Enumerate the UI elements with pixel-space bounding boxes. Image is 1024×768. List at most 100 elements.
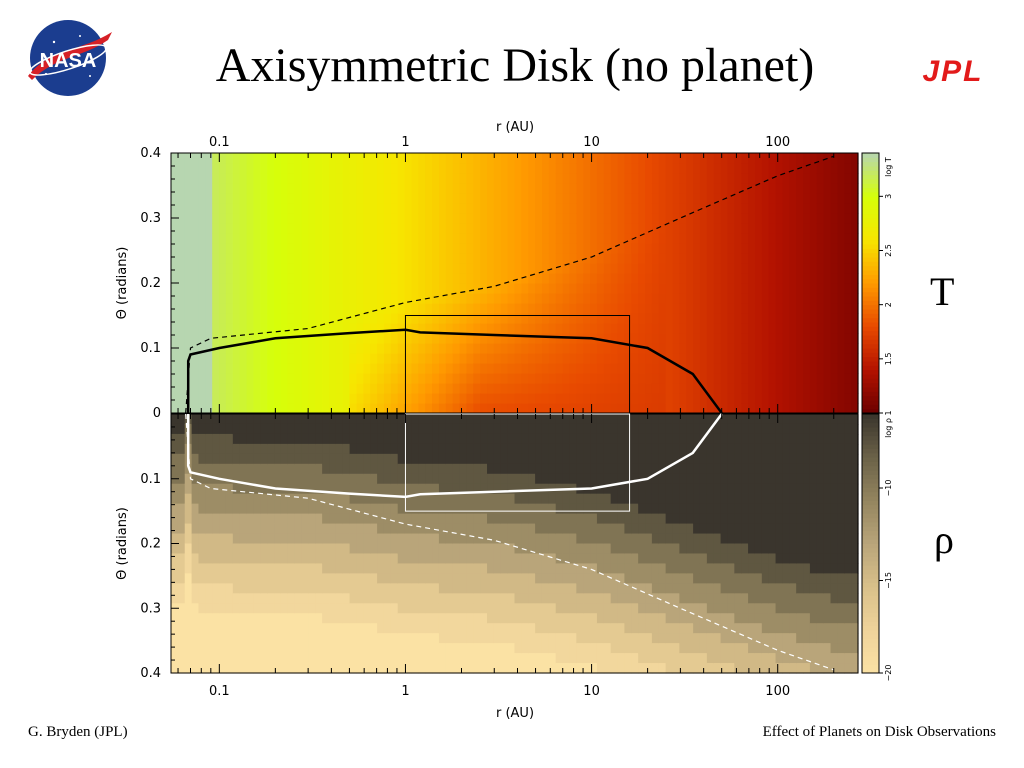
temperature-heatmap-cell xyxy=(754,303,763,314)
density-heatmap-cell xyxy=(432,533,440,545)
density-heatmap-cell xyxy=(541,423,550,435)
density-heatmap-cell xyxy=(274,414,282,425)
density-heatmap-cell xyxy=(624,603,632,614)
temperature-colorbar-segment xyxy=(862,166,879,171)
density-heatmap-cell xyxy=(603,523,612,535)
density-heatmap-cell xyxy=(514,513,522,525)
density-heatmap-cell xyxy=(535,613,543,624)
temperature-heatmap-cell xyxy=(789,223,797,234)
density-heatmap-cell xyxy=(411,543,419,555)
density-heatmap-cell xyxy=(638,513,646,525)
density-heatmap-cell xyxy=(184,583,193,594)
density-heatmap-cell xyxy=(686,463,694,475)
temperature-heatmap-cell xyxy=(596,403,605,414)
temperature-heatmap-cell xyxy=(171,243,179,254)
temperature-heatmap-cell xyxy=(754,183,763,194)
temperature-heatmap-cell xyxy=(335,403,344,414)
temperature-heatmap-cell xyxy=(679,193,687,204)
temperature-heatmap-cell xyxy=(301,153,309,164)
temperature-heatmap-cell xyxy=(748,313,756,324)
temperature-heatmap-cell xyxy=(686,183,694,194)
density-heatmap-cell xyxy=(645,513,653,525)
density-heatmap-cell xyxy=(610,593,619,604)
density-heatmap-cell xyxy=(390,543,399,555)
density-heatmap-cell xyxy=(404,643,413,654)
density-heatmap-cell xyxy=(748,543,756,555)
density-heatmap-cell xyxy=(356,453,364,465)
density-heatmap-cell xyxy=(349,583,358,594)
temperature-heatmap-cell xyxy=(624,173,632,184)
density-heatmap-cell xyxy=(548,573,557,584)
temperature-heatmap-cell xyxy=(335,223,344,234)
temperature-heatmap-cell xyxy=(569,363,577,374)
temperature-heatmap-cell xyxy=(672,373,680,384)
temperature-heatmap-cell xyxy=(528,383,536,394)
temperature-heatmap-cell xyxy=(803,193,811,204)
density-heatmap-cell xyxy=(507,533,516,545)
density-heatmap-cell xyxy=(390,583,399,594)
density-heatmap-cell xyxy=(555,553,564,565)
temperature-heatmap-cell xyxy=(699,183,708,194)
temperature-heatmap-cell xyxy=(535,353,543,364)
density-heatmap-cell xyxy=(205,414,213,425)
temperature-heatmap-cell xyxy=(473,213,481,224)
density-heatmap-cell xyxy=(177,433,186,445)
density-heatmap-cell xyxy=(624,473,632,485)
density-heatmap-cell xyxy=(322,463,330,475)
temperature-heatmap-cell xyxy=(686,153,694,164)
density-heatmap-cell xyxy=(686,633,694,644)
temperature-heatmap-cell xyxy=(548,213,557,224)
temperature-heatmap-cell xyxy=(466,153,474,164)
density-heatmap-cell xyxy=(205,533,213,545)
density-heatmap-cell xyxy=(507,513,516,525)
temperature-heatmap-cell xyxy=(672,233,680,244)
temperature-heatmap-cell xyxy=(253,253,261,264)
temperature-heatmap-cell xyxy=(322,153,330,164)
density-heatmap-cell xyxy=(377,553,385,565)
density-heatmap-cell xyxy=(253,533,261,545)
temperature-heatmap-cell xyxy=(823,163,832,174)
temperature-heatmap-cell xyxy=(370,193,378,204)
density-heatmap-cell xyxy=(191,523,200,535)
density-heatmap-cell xyxy=(232,603,241,614)
temperature-colorbar-segment xyxy=(862,205,879,210)
density-heatmap-cell xyxy=(294,583,303,594)
density-heatmap-cell xyxy=(686,563,694,574)
temperature-heatmap-cell xyxy=(624,373,632,384)
density-heatmap-cell xyxy=(452,543,461,555)
temperature-heatmap-cell xyxy=(322,333,330,344)
density-heatmap-cell xyxy=(487,643,495,654)
temperature-heatmap-cell xyxy=(775,313,784,324)
temperature-heatmap-cell xyxy=(177,343,186,354)
density-heatmap-cell xyxy=(322,663,330,674)
density-heatmap-cell xyxy=(713,423,722,435)
temperature-heatmap-cell xyxy=(754,163,763,174)
density-heatmap-cell xyxy=(390,523,399,535)
density-heatmap-cell xyxy=(493,443,502,455)
density-heatmap-cell xyxy=(699,613,708,624)
density-heatmap-cell xyxy=(260,443,268,455)
temperature-heatmap-cell xyxy=(624,393,632,404)
temperature-heatmap-cell xyxy=(473,283,481,294)
temperature-heatmap-cell xyxy=(548,273,557,284)
density-heatmap-cell xyxy=(205,583,213,594)
density-heatmap-cell xyxy=(693,563,701,574)
temperature-heatmap-cell xyxy=(521,333,529,344)
density-heatmap-cell xyxy=(452,453,461,465)
density-heatmap-cell xyxy=(246,653,255,664)
temperature-heatmap-cell xyxy=(452,173,461,184)
temperature-heatmap-cell xyxy=(205,383,213,394)
density-heatmap-cell xyxy=(521,563,529,574)
density-heatmap-cell xyxy=(418,603,426,614)
temperature-heatmap-cell xyxy=(809,353,818,364)
temperature-heatmap-cell xyxy=(748,323,756,334)
temperature-heatmap-cell xyxy=(617,223,626,234)
temperature-heatmap-cell xyxy=(576,323,584,334)
density-heatmap-cell xyxy=(184,493,193,505)
temperature-heatmap-cell xyxy=(562,273,571,284)
temperature-heatmap-cell xyxy=(583,303,591,314)
density-heatmap-cell xyxy=(624,553,632,565)
density-heatmap-cell xyxy=(624,583,632,594)
temperature-heatmap-cell xyxy=(507,233,516,244)
density-heatmap-cell xyxy=(219,593,227,604)
